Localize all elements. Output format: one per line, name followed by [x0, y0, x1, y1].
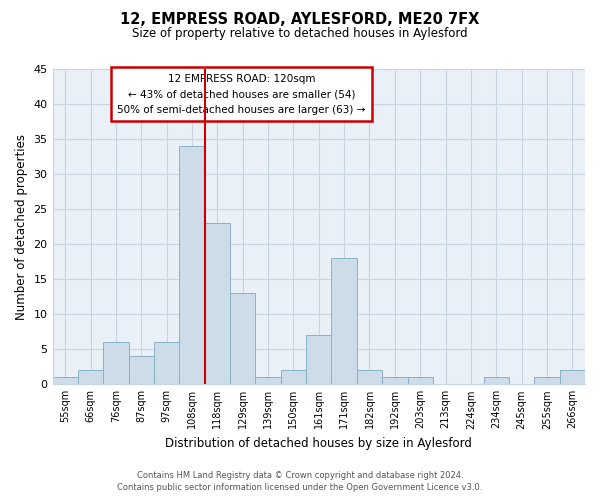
Bar [154, 342, 179, 384]
Text: Contains HM Land Registry data © Crown copyright and database right 2024.
Contai: Contains HM Land Registry data © Crown c… [118, 471, 482, 492]
Bar [306, 336, 331, 384]
Bar [103, 342, 128, 384]
Bar [484, 378, 509, 384]
Bar [128, 356, 154, 384]
Bar [256, 378, 281, 384]
Bar [53, 378, 78, 384]
Bar [179, 146, 205, 384]
Bar [281, 370, 306, 384]
Text: Size of property relative to detached houses in Aylesford: Size of property relative to detached ho… [132, 28, 468, 40]
Text: 12, EMPRESS ROAD, AYLESFORD, ME20 7FX: 12, EMPRESS ROAD, AYLESFORD, ME20 7FX [121, 12, 479, 28]
Bar [534, 378, 560, 384]
Bar [407, 378, 433, 384]
Bar [78, 370, 103, 384]
Bar [560, 370, 585, 384]
Bar [205, 223, 230, 384]
X-axis label: Distribution of detached houses by size in Aylesford: Distribution of detached houses by size … [166, 437, 472, 450]
Bar [357, 370, 382, 384]
Bar [331, 258, 357, 384]
Y-axis label: Number of detached properties: Number of detached properties [15, 134, 28, 320]
Bar [230, 293, 256, 384]
Bar [382, 378, 407, 384]
Text: 12 EMPRESS ROAD: 120sqm
← 43% of detached houses are smaller (54)
50% of semi-de: 12 EMPRESS ROAD: 120sqm ← 43% of detache… [118, 74, 366, 115]
